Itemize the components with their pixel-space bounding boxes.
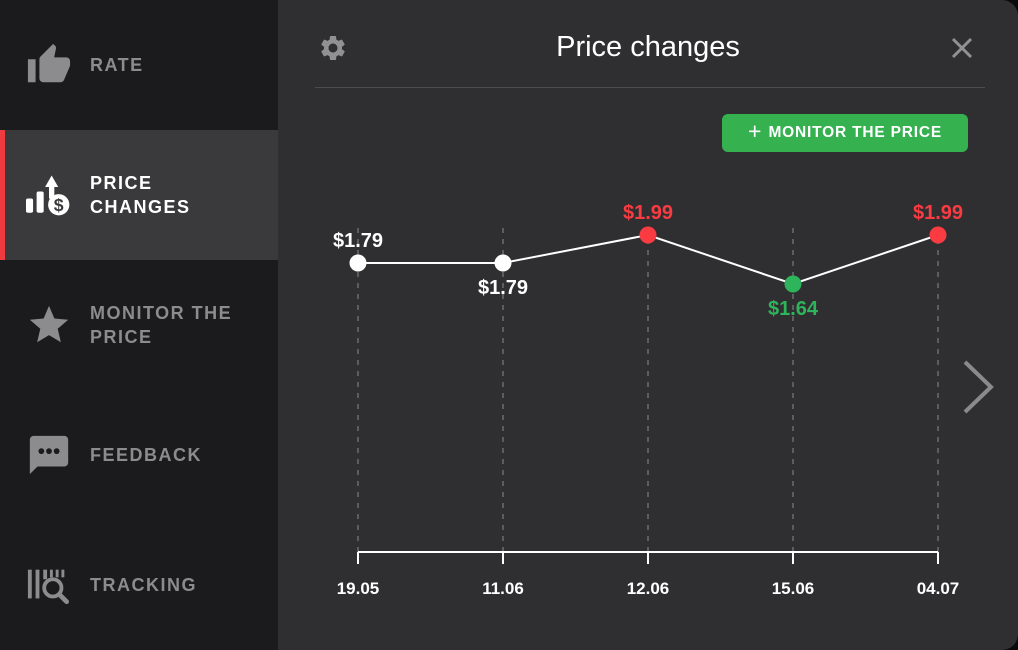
sidebar-item-tracking[interactable]: TRACKING [0,520,278,650]
gear-icon[interactable] [318,33,348,63]
header-divider [315,87,985,88]
sidebar-item-label: TRACKING [90,575,197,595]
date-tick-label: 04.07 [917,579,960,598]
price-changes-panel: Price changes + MONITOR THE PRICE $1.79 1… [278,0,1018,650]
price-label: $1.99 [913,202,963,224]
sidebar: RATE $ PRICE CHANGES MONITOR THE PRICE [0,0,278,650]
chat-icon [24,430,74,480]
price-line-chart: $1.79 19.05 $1.79 11.06 $1.99 12.06 $1.64 15.06… [333,202,963,598]
price-label: $1.79 [333,230,383,252]
sidebar-item-price-changes[interactable]: $ PRICE CHANGES [0,130,278,260]
date-tick-label: 19.05 [337,579,380,598]
data-point [784,275,802,293]
price-label: $1.99 [623,202,673,224]
price-label: $1.64 [768,298,819,320]
close-icon[interactable] [946,32,978,64]
date-tick-label: 15.06 [772,579,815,598]
star-icon [24,300,74,350]
sidebar-item-rate[interactable]: RATE [0,0,278,130]
plus-icon: + [748,118,762,144]
price-label: $1.79 [478,277,528,299]
thumbs-up-icon [24,40,74,90]
panel-header: Price changes [278,0,1018,88]
data-point [494,254,512,272]
svg-text:$: $ [54,195,64,215]
sidebar-item-label: RATE [90,55,144,75]
monitor-button-label: MONITOR THE PRICE [768,124,942,141]
sidebar-item-label: MONITOR THE PRICE [90,303,233,347]
data-point [929,226,947,244]
page-title: Price changes [556,31,740,63]
sidebar-item-feedback[interactable]: FEEDBACK [0,390,278,520]
data-point [639,226,657,244]
sidebar-item-label: FEEDBACK [90,445,203,465]
data-point [349,254,367,272]
sidebar-item-label: PRICE CHANGES [90,173,191,217]
date-tick-label: 11.06 [482,579,524,598]
monitor-the-price-button[interactable]: + MONITOR THE PRICE [722,114,968,152]
barcode-search-icon [24,560,74,610]
date-tick-label: 12.06 [627,579,670,598]
price-chart-icon: $ [24,170,74,220]
chevron-right-icon[interactable] [960,356,998,418]
sidebar-item-monitor-the-price[interactable]: MONITOR THE PRICE [0,260,278,390]
